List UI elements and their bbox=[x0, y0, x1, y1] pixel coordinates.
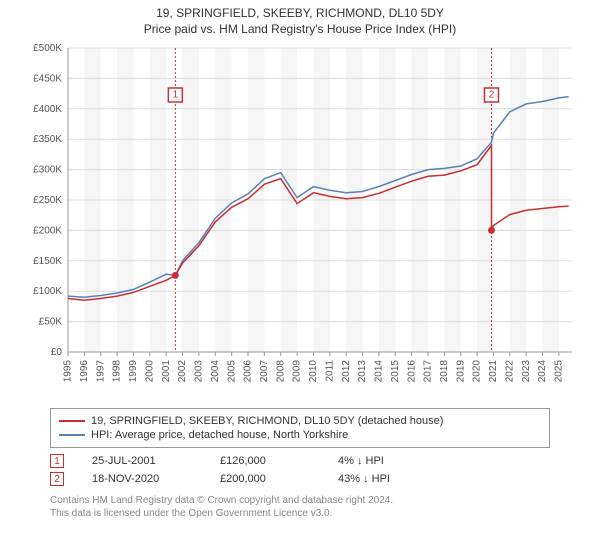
svg-text:2008: 2008 bbox=[275, 360, 286, 383]
svg-text:2017: 2017 bbox=[423, 360, 434, 383]
svg-text:2003: 2003 bbox=[194, 360, 205, 383]
svg-text:2001: 2001 bbox=[161, 360, 172, 383]
svg-text:2012: 2012 bbox=[341, 360, 352, 383]
chart-svg: £0 £50K £100K £150K £200K £250K £300K £350K £400… bbox=[20, 40, 580, 400]
svg-text:£150K: £150K bbox=[33, 256, 62, 267]
event-date: 18-NOV-2020 bbox=[92, 473, 192, 485]
svg-text:2025: 2025 bbox=[554, 360, 565, 383]
svg-text:2013: 2013 bbox=[357, 360, 368, 383]
legend-swatch bbox=[59, 434, 85, 436]
svg-text:2022: 2022 bbox=[504, 360, 515, 383]
svg-text:2005: 2005 bbox=[226, 360, 237, 383]
chart-titles: 19, SPRINGFIELD, SKEEBY, RICHMOND, DL10 … bbox=[10, 6, 590, 36]
svg-text:1995: 1995 bbox=[63, 360, 74, 383]
svg-text:2007: 2007 bbox=[259, 360, 270, 383]
svg-text:£200K: £200K bbox=[33, 225, 62, 236]
svg-text:2009: 2009 bbox=[292, 360, 303, 383]
event-delta: 43% ↓ HPI bbox=[338, 473, 468, 485]
footer-line: Contains HM Land Registry data © Crown c… bbox=[50, 494, 550, 507]
legend-item: 19, SPRINGFIELD, SKEEBY, RICHMOND, DL10 … bbox=[59, 415, 541, 427]
footer-line: This data is licensed under the Open Gov… bbox=[50, 507, 550, 520]
svg-text:2006: 2006 bbox=[243, 360, 254, 383]
event-delta: 4% ↓ HPI bbox=[338, 455, 468, 467]
svg-text:2019: 2019 bbox=[455, 360, 466, 383]
chart: £0 £50K £100K £150K £200K £250K £300K £350K £400… bbox=[20, 40, 580, 400]
svg-text:2020: 2020 bbox=[472, 360, 483, 383]
svg-text:2004: 2004 bbox=[210, 360, 221, 383]
svg-text:£100K: £100K bbox=[33, 286, 62, 297]
event-date: 25-JUL-2001 bbox=[92, 455, 192, 467]
svg-text:£250K: £250K bbox=[33, 195, 62, 206]
event-marker: 2 bbox=[50, 472, 64, 486]
event-row: 2 18-NOV-2020 £200,000 43% ↓ HPI bbox=[50, 472, 550, 486]
svg-text:2023: 2023 bbox=[521, 360, 532, 383]
svg-text:2002: 2002 bbox=[177, 360, 188, 383]
svg-text:1: 1 bbox=[173, 90, 179, 101]
svg-text:2016: 2016 bbox=[406, 360, 417, 383]
svg-text:£0: £0 bbox=[51, 347, 63, 358]
event-table: 1 25-JUL-2001 £126,000 4% ↓ HPI 2 18-NOV… bbox=[50, 454, 550, 486]
svg-text:2021: 2021 bbox=[488, 360, 499, 383]
svg-text:2010: 2010 bbox=[308, 360, 319, 383]
svg-text:1998: 1998 bbox=[112, 360, 123, 383]
title-main: 19, SPRINGFIELD, SKEEBY, RICHMOND, DL10 … bbox=[10, 6, 590, 20]
svg-text:£400K: £400K bbox=[33, 104, 62, 115]
legend-label: HPI: Average price, detached house, Nort… bbox=[91, 429, 348, 441]
svg-text:2014: 2014 bbox=[374, 360, 385, 383]
svg-text:£450K: £450K bbox=[33, 73, 62, 84]
svg-text:£350K: £350K bbox=[33, 134, 62, 145]
svg-text:2011: 2011 bbox=[324, 360, 335, 382]
title-sub: Price paid vs. HM Land Registry's House … bbox=[10, 22, 590, 36]
svg-text:2018: 2018 bbox=[439, 360, 450, 383]
svg-text:1997: 1997 bbox=[95, 360, 106, 383]
svg-text:£500K: £500K bbox=[33, 43, 62, 54]
svg-text:2024: 2024 bbox=[537, 360, 548, 383]
svg-text:£50K: £50K bbox=[39, 317, 63, 328]
event-price: £200,000 bbox=[220, 473, 310, 485]
footer: Contains HM Land Registry data © Crown c… bbox=[50, 494, 550, 520]
svg-text:£300K: £300K bbox=[33, 165, 62, 176]
event-row: 1 25-JUL-2001 £126,000 4% ↓ HPI bbox=[50, 454, 550, 468]
svg-text:2000: 2000 bbox=[144, 360, 155, 383]
legend-item: HPI: Average price, detached house, Nort… bbox=[59, 429, 541, 441]
svg-text:2: 2 bbox=[489, 90, 495, 101]
svg-text:1999: 1999 bbox=[128, 360, 139, 383]
svg-text:2015: 2015 bbox=[390, 360, 401, 383]
event-marker: 1 bbox=[50, 454, 64, 468]
legend-label: 19, SPRINGFIELD, SKEEBY, RICHMOND, DL10 … bbox=[91, 415, 443, 427]
event-price: £126,000 bbox=[220, 455, 310, 467]
svg-text:1996: 1996 bbox=[79, 360, 90, 383]
legend-swatch bbox=[59, 420, 85, 422]
legend: 19, SPRINGFIELD, SKEEBY, RICHMOND, DL10 … bbox=[50, 408, 550, 448]
